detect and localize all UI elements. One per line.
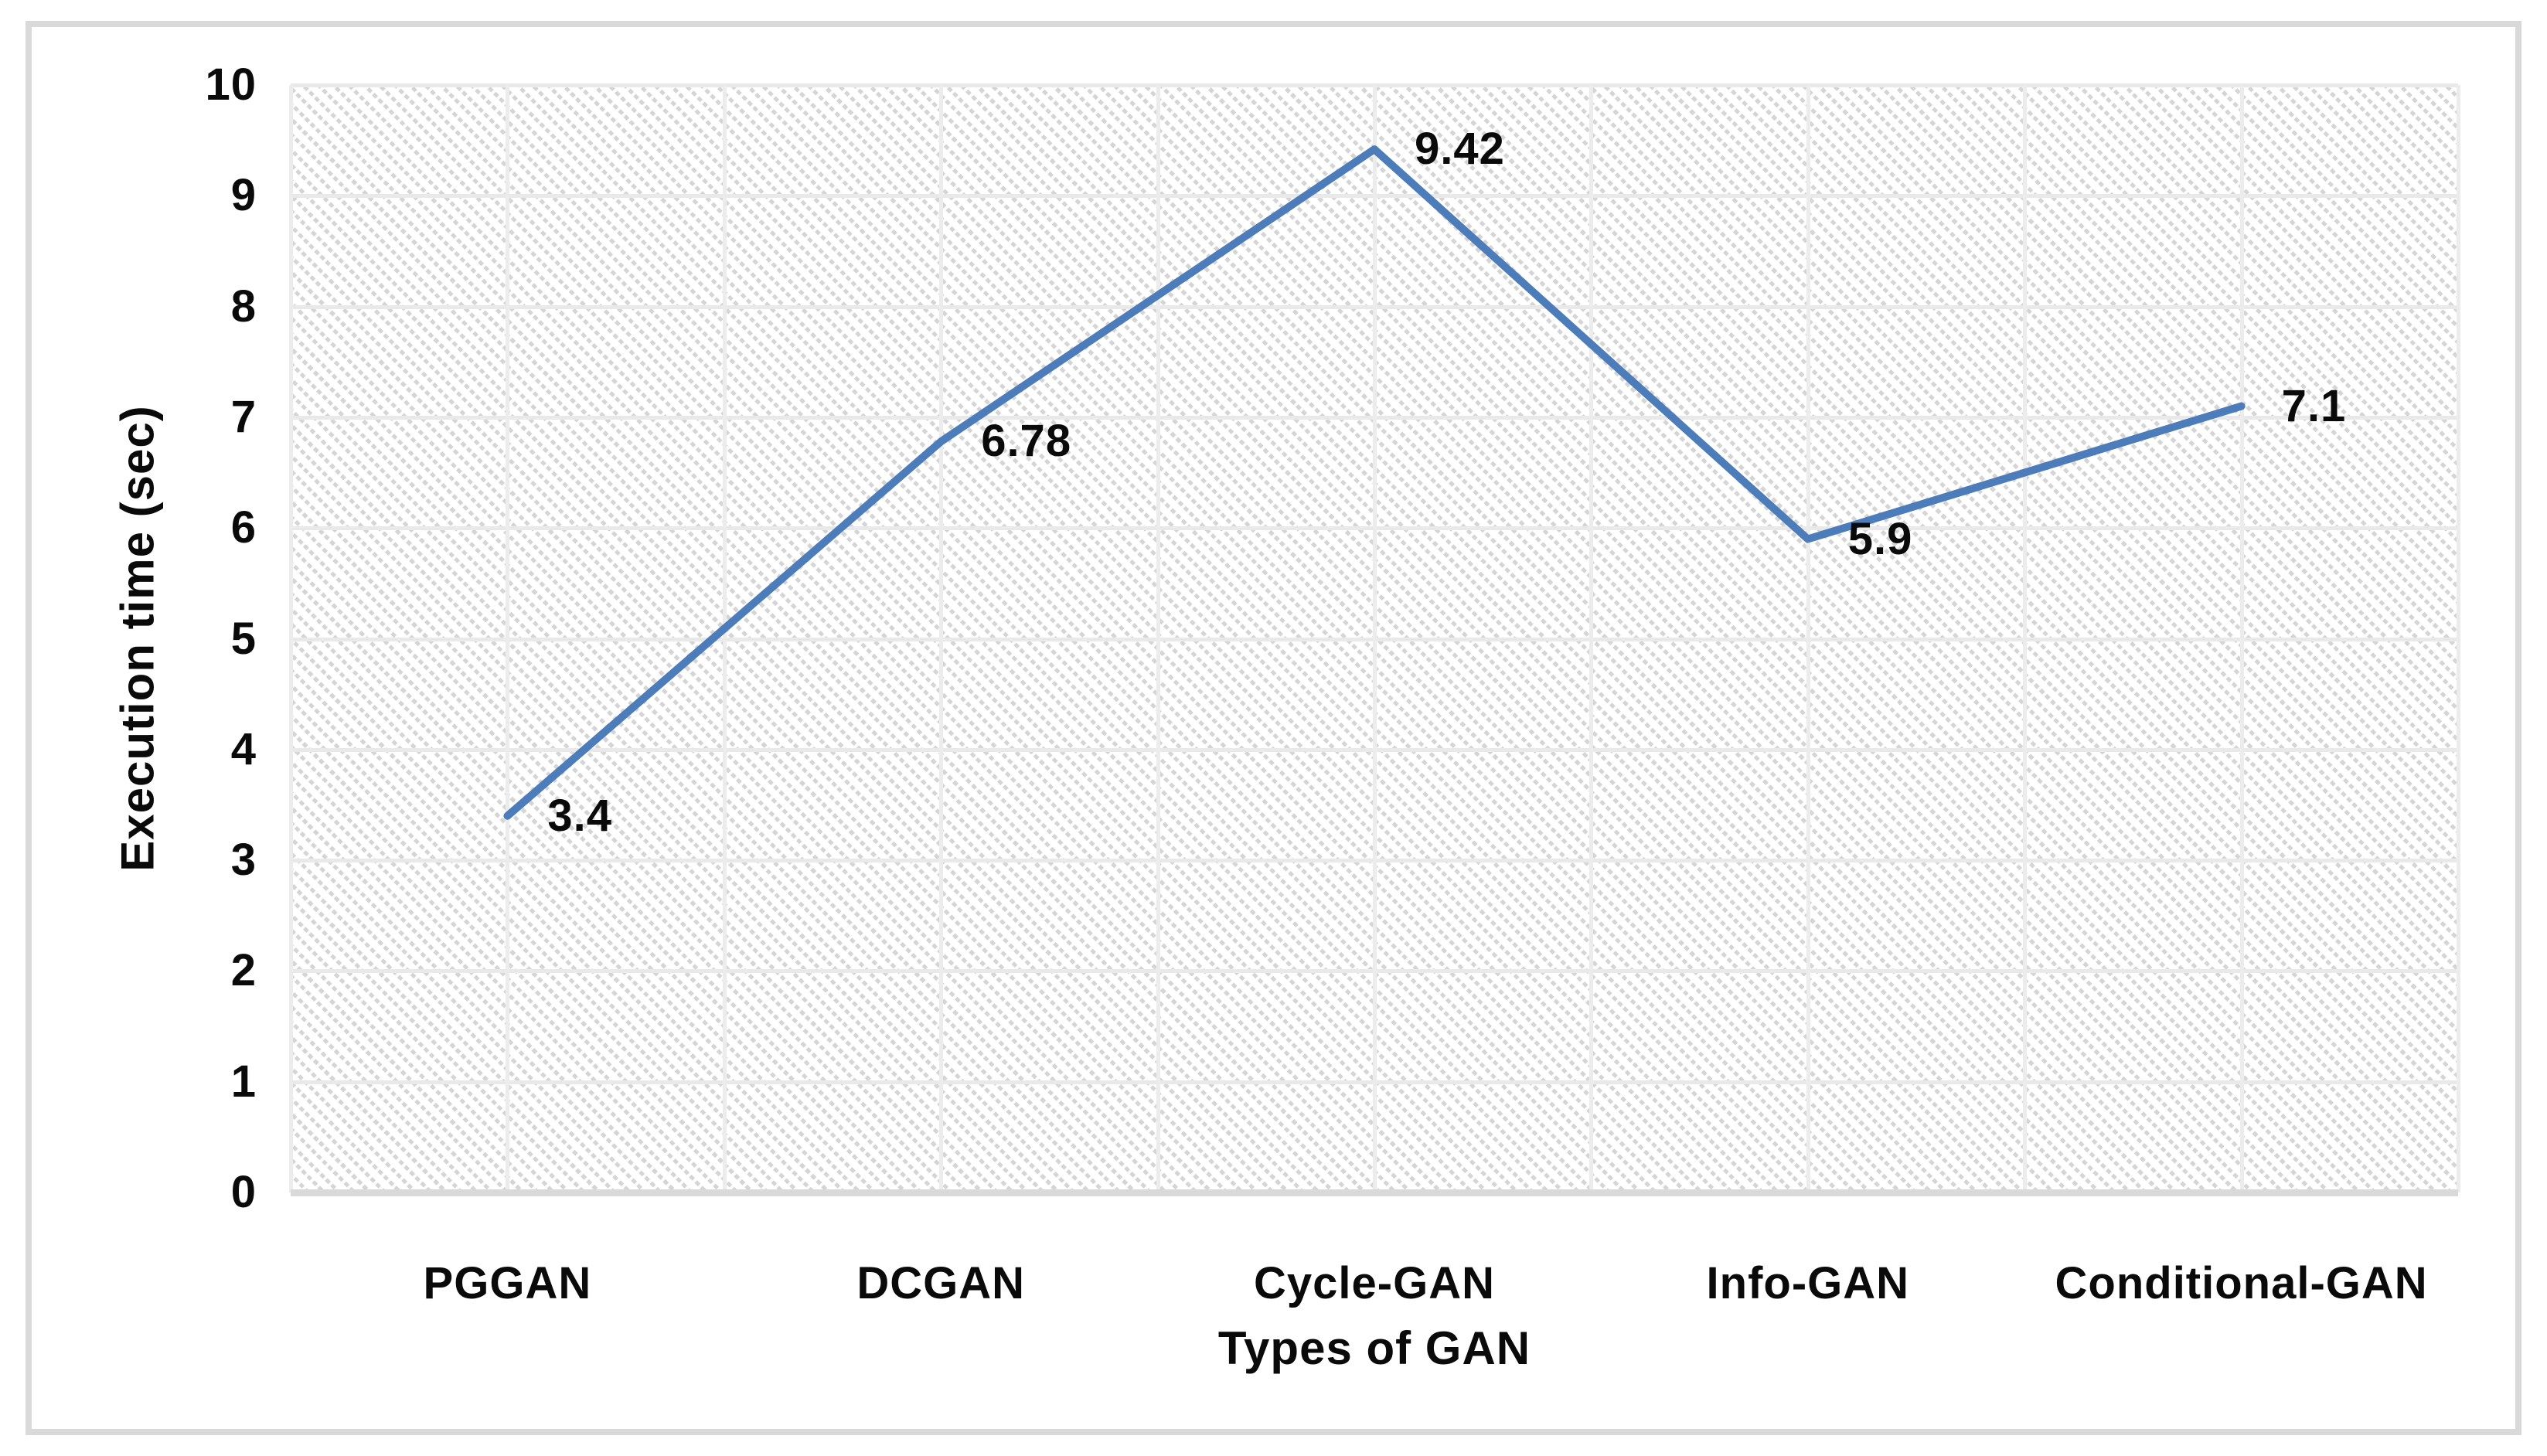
y-tick-label-3: 3 [230,835,257,886]
y-tick-label-9: 9 [230,170,257,221]
y-tick-label-5: 5 [230,613,257,664]
v-gridline [1156,85,1160,1192]
y-tick-label-6: 6 [230,502,257,553]
x-axis-line [291,1189,2458,1196]
y-tick-label-2: 2 [230,945,257,996]
figure-border [26,21,2521,1435]
data-label-PGGAN: 3.4 [547,790,613,841]
execution-time-line [503,145,2246,820]
x-axis-title: Types of GAN [1217,1322,1531,1374]
x-category-label-PGGAN: PGGAN [423,1258,592,1308]
data-label-Cycle-GAN: 9.42 [1415,124,1505,175]
v-gridline [289,85,293,1192]
v-gridline [2239,85,2244,1192]
x-category-label-DCGAN: DCGAN [856,1258,1026,1308]
y-tick-label-7: 7 [230,391,257,442]
v-gridline [1373,85,1377,1192]
v-gridline [722,85,727,1192]
y-tick-label-8: 8 [230,281,257,332]
v-gridline [2457,85,2460,1192]
v-gridline [506,85,510,1192]
y-tick-label-10: 10 [205,60,257,110]
data-label-Conditional-GAN: 7.1 [2281,380,2347,431]
v-gridline [1589,85,1594,1192]
data-label-DCGAN: 6.78 [981,416,1072,467]
x-category-label-Conditional-GAN: Conditional-GAN [2055,1258,2428,1308]
plot-area [289,83,2460,1195]
v-gridline [939,85,944,1192]
y-tick-label-4: 4 [230,723,257,774]
y-tick-label-0: 0 [230,1167,257,1217]
v-gridline [1806,85,1810,1192]
y-tick-label-1: 1 [230,1056,257,1107]
line-series-layer [503,145,2246,820]
x-category-label-Cycle-GAN: Cycle-GAN [1254,1258,1495,1308]
x-category-label-Info-GAN: Info-GAN [1706,1258,1910,1308]
v-gridline [2023,85,2028,1192]
data-label-Info-GAN: 5.9 [1847,513,1913,564]
